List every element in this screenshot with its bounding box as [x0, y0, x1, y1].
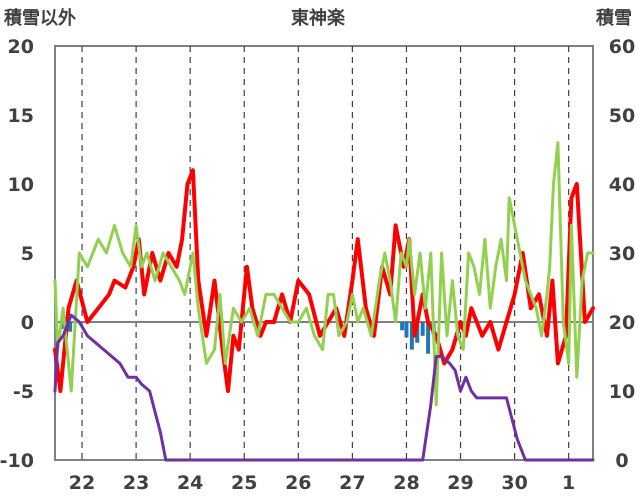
right-tick-label: 50	[609, 105, 635, 127]
series-line-0	[53, 168, 595, 393]
precip-bar	[404, 322, 409, 338]
left-axis-ticks: -10 -5 0 5 10 15 20	[0, 36, 34, 472]
x-tick-label: 29	[447, 472, 473, 494]
x-tick-label: 24	[177, 472, 203, 494]
left-tick-label: 5	[21, 243, 34, 265]
right-tick-label: 10	[609, 381, 635, 403]
left-tick-label: 20	[8, 36, 34, 58]
right-tick-label: 60	[609, 36, 635, 58]
precip-bar	[420, 322, 425, 336]
x-tick-label: 30	[501, 472, 527, 494]
right-axis-ticks: 0 10 20 30 40 50 60	[609, 36, 635, 472]
left-tick-label: 10	[8, 174, 34, 196]
precip-bar	[400, 322, 405, 331]
precip-bar	[409, 322, 414, 350]
vertical-grid	[81, 46, 570, 460]
right-tick-label: 30	[609, 243, 635, 265]
x-tick-label: 23	[123, 472, 149, 494]
right-tick-label: 40	[609, 174, 635, 196]
series-lines	[53, 141, 595, 462]
x-tick-label: 22	[69, 472, 95, 494]
left-tick-label: 0	[21, 312, 34, 334]
x-axis-ticks: 22 23 24 25 26 27 28 29 30 1	[69, 472, 575, 494]
x-tick-label: 25	[231, 472, 257, 494]
x-tick-label: 28	[393, 472, 419, 494]
right-tick-label: 20	[609, 312, 635, 334]
left-tick-label: 15	[8, 105, 34, 127]
precip-bar	[426, 322, 431, 354]
series-line-1	[53, 141, 595, 407]
series-line-2	[53, 313, 595, 462]
right-tick-label: 0	[615, 450, 628, 472]
x-tick-label: 26	[285, 472, 311, 494]
x-tick-label: 1	[562, 472, 575, 494]
left-tick-label: -10	[0, 450, 34, 472]
x-tick-label: 27	[339, 472, 365, 494]
precip-bar	[68, 322, 73, 332]
right-axis-title: 積雪	[595, 7, 632, 29]
chart-title: 東神楽	[291, 7, 346, 29]
left-tick-label: -5	[13, 381, 34, 403]
left-axis-title: 積雪以外	[3, 7, 76, 29]
